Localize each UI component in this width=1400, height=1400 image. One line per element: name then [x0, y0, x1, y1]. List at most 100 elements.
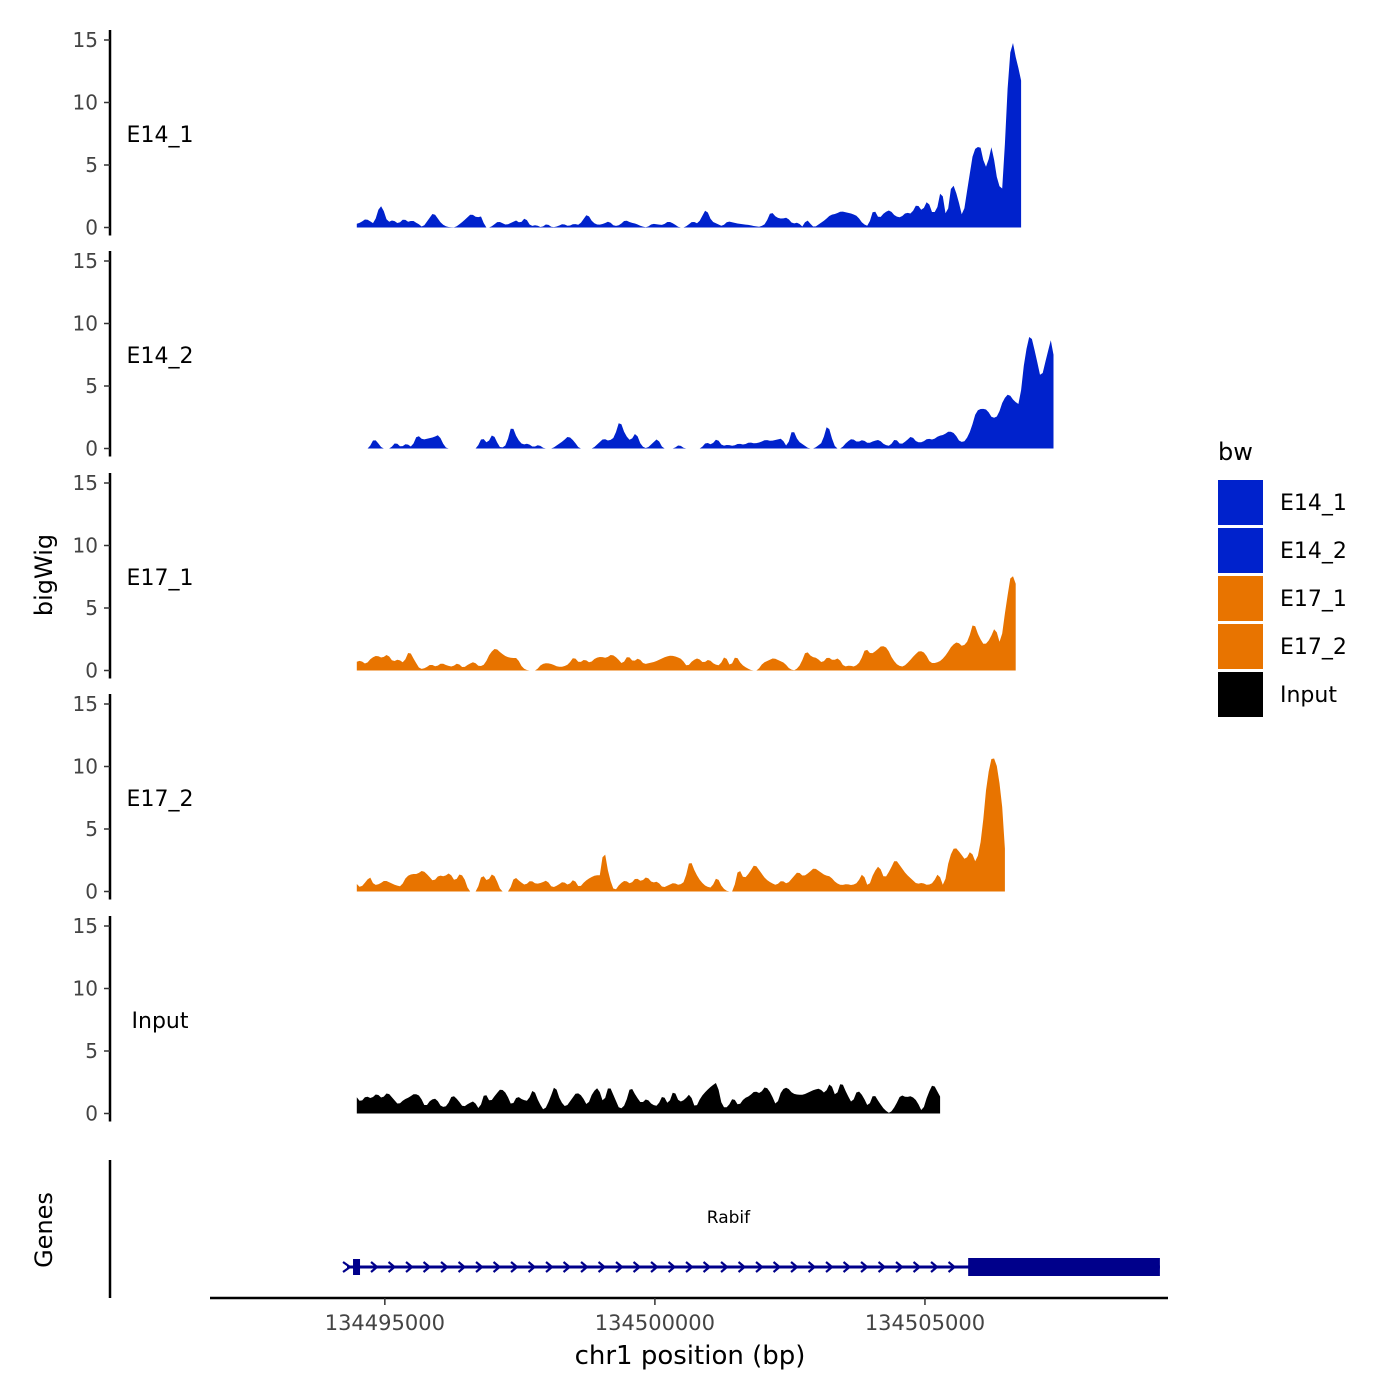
- gene-name-label: Rabif: [707, 1208, 751, 1228]
- x-tick-label: 134500000: [595, 1311, 715, 1335]
- y-tick-label: 15: [73, 692, 98, 716]
- strand-chevron: [597, 1261, 607, 1273]
- strand-chevron: [440, 1261, 449, 1273]
- signal-area-E17_2: [356, 758, 1005, 892]
- strand-chevron: [580, 1261, 589, 1273]
- legend-label: Input: [1280, 683, 1337, 708]
- strand-chevron: [405, 1261, 414, 1273]
- strand-chevron: [545, 1261, 554, 1273]
- y-tick-label: 15: [73, 28, 98, 52]
- track-name-label: E17_1: [127, 566, 194, 591]
- legend-swatch: [1218, 528, 1263, 573]
- legend-label: E17_2: [1280, 635, 1347, 660]
- track-name-label: E17_2: [127, 787, 194, 812]
- strand-chevron: [755, 1261, 764, 1273]
- track-E14_1: 0 5 10 15 E14_1: [73, 28, 1022, 240]
- y-tick-label: 5: [85, 596, 98, 620]
- signal-tracks: 0 5 10 15 E14_1 0 5 10 15 E14_2 0 5 10 15 E17_1 0 5 10 15 E…: [73, 28, 1054, 1126]
- y-tick-label: 10: [73, 312, 98, 336]
- y-tick-label: 10: [73, 977, 98, 1001]
- track-Input: 0 5 10 15 Input: [73, 914, 941, 1126]
- strand-chevron: [342, 1261, 352, 1273]
- strand-chevron: [492, 1261, 502, 1273]
- legend-entry-Input: Input: [1218, 672, 1337, 717]
- y-tick-label: 5: [85, 817, 98, 841]
- y-tick-label: 15: [73, 914, 98, 938]
- signal-area-Input: [356, 1083, 941, 1114]
- y-tick-label: 5: [85, 374, 98, 398]
- signal-area-E14_2: [356, 337, 1054, 449]
- strand-chevron: [457, 1261, 467, 1273]
- strand-chevron: [860, 1261, 869, 1273]
- gene-track: Rabif: [108, 1160, 1160, 1298]
- strand-chevron: [825, 1261, 834, 1273]
- y-axis-label: bigWig: [30, 534, 58, 616]
- y-tick-label: 0: [85, 880, 98, 904]
- strand-chevron: [807, 1261, 817, 1273]
- y-tick-label: 10: [73, 534, 98, 558]
- strand-chevron: [720, 1261, 729, 1273]
- strand-chevron: [702, 1261, 712, 1273]
- signal-area-E17_1: [356, 576, 1016, 671]
- strand-chevron: [527, 1261, 537, 1273]
- gene-coding-exon: [968, 1258, 1160, 1276]
- x-tick-label: 134505000: [865, 1311, 985, 1335]
- strand-chevron: [912, 1261, 922, 1273]
- y-tick-label: 5: [85, 1039, 98, 1063]
- x-axis-label: chr1 position (bp): [575, 1341, 806, 1371]
- strand-chevron: [737, 1261, 747, 1273]
- legend-label: E14_1: [1280, 491, 1347, 516]
- strand-chevron: [772, 1261, 782, 1273]
- legend-title: bw: [1218, 438, 1253, 466]
- y-tick-label: 15: [73, 249, 98, 273]
- x-tick-label: 134495000: [325, 1311, 445, 1335]
- legend-swatch: [1218, 576, 1263, 621]
- strand-chevron: [842, 1261, 852, 1273]
- y-tick-label: 0: [85, 437, 98, 461]
- strand-chevron: [422, 1261, 432, 1273]
- track-E17_1: 0 5 10 15 E17_1: [73, 471, 1016, 683]
- strand-chevron: [387, 1261, 397, 1273]
- legend-entry-E14_2: E14_2: [1218, 528, 1347, 573]
- strand-chevron: [877, 1261, 887, 1273]
- legend-label: E17_1: [1280, 587, 1347, 612]
- strand-chevron: [510, 1261, 519, 1273]
- strand-chevron: [790, 1261, 799, 1273]
- legend-entry-E14_1: E14_1: [1218, 480, 1347, 525]
- strand-chevron: [632, 1261, 642, 1273]
- legend: bw E14_1 E14_2 E17_1 E17_2 Input: [1218, 438, 1347, 717]
- legend-label: E14_2: [1280, 539, 1347, 564]
- y-tick-label: 0: [85, 1102, 98, 1126]
- y-tick-label: 15: [73, 471, 98, 495]
- legend-swatch: [1218, 624, 1263, 669]
- y-tick-label: 5: [85, 153, 98, 177]
- strand-chevron: [650, 1261, 659, 1273]
- strand-chevron: [685, 1261, 694, 1273]
- strand-chevron: [615, 1261, 624, 1273]
- gene-track-label: Genes: [30, 1192, 58, 1268]
- y-tick-label: 10: [73, 755, 98, 779]
- track-name-label: E14_2: [127, 344, 194, 369]
- legend-entry-E17_1: E17_1: [1218, 576, 1347, 621]
- y-tick-label: 0: [85, 659, 98, 683]
- strand-chevron: [370, 1261, 379, 1273]
- track-E14_2: 0 5 10 15 E14_2: [73, 249, 1054, 461]
- strand-chevron: [895, 1261, 904, 1273]
- track-E17_2: 0 5 10 15 E17_2: [73, 692, 1005, 904]
- strand-chevron: [562, 1261, 572, 1273]
- y-tick-label: 10: [73, 91, 98, 115]
- legend-swatch: [1218, 480, 1263, 525]
- signal-area-E14_1: [356, 43, 1022, 228]
- strand-chevron: [475, 1261, 484, 1273]
- strand-chevron: [667, 1261, 677, 1273]
- y-tick-label: 0: [85, 216, 98, 240]
- strand-chevron: [930, 1261, 939, 1273]
- track-name-label: E14_1: [127, 123, 194, 148]
- track-name-label: Input: [132, 1009, 189, 1034]
- legend-entry-E17_2: E17_2: [1218, 624, 1347, 669]
- strand-chevron: [947, 1261, 957, 1273]
- legend-swatch: [1218, 672, 1263, 717]
- gene-exon: [353, 1259, 361, 1275]
- x-axis: 134495000 134500000 134505000: [210, 1296, 1168, 1335]
